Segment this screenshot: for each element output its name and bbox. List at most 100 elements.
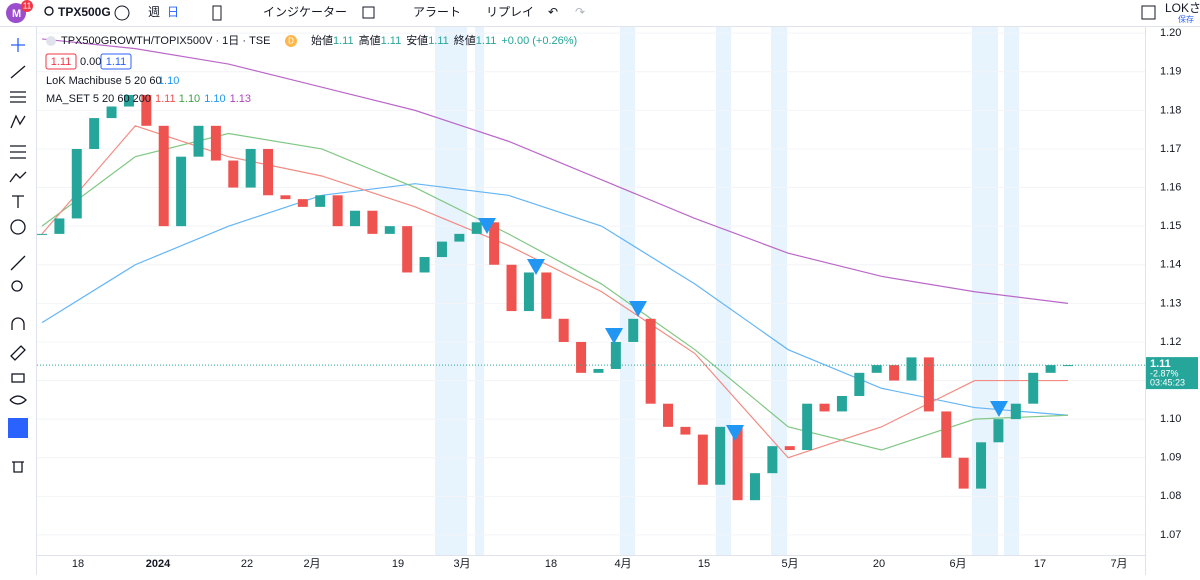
add-symbol[interactable] bbox=[114, 5, 130, 21]
candle bbox=[610, 341, 621, 369]
candle bbox=[871, 365, 882, 373]
avatar-letter: M bbox=[12, 8, 21, 20]
indicator-value: 1.13 bbox=[230, 93, 251, 105]
indicator-value: 1.11 bbox=[155, 93, 175, 105]
candle bbox=[993, 419, 1004, 443]
candle bbox=[402, 226, 413, 273]
candle bbox=[1045, 365, 1056, 373]
candle bbox=[645, 318, 656, 404]
candle bbox=[576, 341, 587, 373]
bid-box[interactable] bbox=[45, 53, 77, 70]
candle bbox=[836, 395, 847, 412]
time-tick-label: 5月 bbox=[781, 558, 798, 570]
candle bbox=[37, 233, 47, 235]
alerts-button[interactable]: アラート bbox=[413, 5, 461, 19]
candle bbox=[297, 199, 308, 207]
indicators-button[interactable]: インジケーター bbox=[263, 5, 347, 19]
candle bbox=[106, 106, 117, 119]
indicator-value: 1.10 bbox=[204, 93, 225, 105]
symbol[interactable]: TPX500G bbox=[58, 5, 111, 19]
candle bbox=[454, 233, 465, 242]
last-change: -2.87% bbox=[1150, 368, 1179, 378]
price-tick-label: 1.10 bbox=[1160, 413, 1181, 425]
avatar[interactable] bbox=[6, 3, 26, 23]
save-label[interactable]: 保存 bbox=[1178, 14, 1194, 24]
ohlc: 始値1.11 高値1.11 安値1.11 終値1.11 +0.00 (+0.26%) bbox=[311, 33, 577, 47]
candle bbox=[889, 365, 900, 381]
time-tick-label: 2024 bbox=[146, 558, 171, 570]
value: 1.11 bbox=[476, 35, 497, 47]
price-tick-label: 1.18 bbox=[1160, 104, 1181, 116]
last-price: 1.11 bbox=[1150, 358, 1171, 370]
candle bbox=[54, 218, 65, 234]
plot bbox=[37, 32, 1145, 536]
layout-icon[interactable] bbox=[362, 6, 375, 19]
candle bbox=[906, 357, 917, 381]
candle bbox=[419, 257, 430, 273]
top-bar bbox=[0, 0, 1200, 26]
interval-week[interactable]: 週 bbox=[148, 5, 160, 19]
label: 高値 bbox=[359, 33, 381, 47]
price-tick-label: 1.20 bbox=[1160, 27, 1181, 39]
label: 終値 bbox=[454, 33, 476, 47]
chart-type-icon[interactable] bbox=[212, 5, 222, 21]
candle bbox=[210, 125, 221, 161]
candle bbox=[123, 94, 134, 107]
candle bbox=[941, 411, 952, 458]
time-tick-label: 18 bbox=[545, 558, 557, 570]
candle bbox=[471, 222, 482, 234]
candle bbox=[802, 403, 813, 451]
candle bbox=[1063, 365, 1073, 367]
interval-day[interactable]: 日 bbox=[167, 5, 179, 19]
spread: 0.00 bbox=[80, 56, 101, 68]
price-tick-label: 1.15 bbox=[1160, 220, 1181, 232]
search-icon[interactable] bbox=[44, 6, 54, 16]
countdown: 03:45:23 bbox=[1150, 377, 1185, 387]
price-tick-label: 1.17 bbox=[1160, 143, 1181, 155]
candle bbox=[384, 226, 395, 234]
candle bbox=[732, 426, 743, 501]
candle bbox=[89, 118, 100, 149]
moving-average bbox=[41, 183, 1069, 416]
user-name[interactable]: LOKさん bbox=[1165, 1, 1200, 15]
candle bbox=[680, 426, 691, 435]
candle bbox=[976, 442, 987, 489]
ask[interactable]: 1.11 bbox=[106, 56, 127, 68]
time-tick-label: 3月 bbox=[453, 558, 470, 570]
ask-box[interactable] bbox=[100, 53, 132, 70]
candle bbox=[228, 160, 239, 188]
candle bbox=[923, 357, 934, 412]
candle bbox=[436, 241, 447, 258]
change: +0.00 (+0.26%) bbox=[501, 35, 577, 47]
candle bbox=[332, 195, 343, 227]
candle bbox=[506, 264, 517, 312]
checkbox[interactable] bbox=[1141, 5, 1156, 20]
moving-average bbox=[41, 38, 1069, 304]
flag: D bbox=[288, 37, 294, 46]
symbol-logo bbox=[46, 36, 56, 46]
label: 安値 bbox=[406, 33, 428, 47]
price-tick-label: 1.14 bbox=[1160, 259, 1181, 271]
replay-button[interactable]: リプレイ bbox=[486, 5, 534, 19]
candle bbox=[489, 222, 500, 265]
candle bbox=[523, 272, 534, 312]
time-tick-label: 18 bbox=[72, 558, 84, 570]
last-price-box bbox=[1146, 357, 1198, 390]
candle bbox=[1028, 372, 1039, 404]
candle bbox=[367, 210, 378, 234]
time-tick-label: 2月 bbox=[303, 558, 320, 570]
indicator-value: 1.10 bbox=[179, 93, 200, 105]
price-tick-label: 1.07 bbox=[1160, 529, 1181, 541]
price-tick-label: 1.09 bbox=[1160, 452, 1181, 464]
time-tick-label: 7月 bbox=[1110, 558, 1127, 570]
tool-icons[interactable] bbox=[8, 38, 28, 473]
candle bbox=[141, 94, 152, 126]
candle bbox=[176, 156, 187, 227]
candle bbox=[749, 473, 760, 501]
candle bbox=[784, 446, 795, 451]
bid[interactable]: 1.11 bbox=[51, 56, 72, 68]
indicator-name: MA_SET 5 20 60 200 bbox=[46, 93, 151, 105]
undo[interactable]: ↶ bbox=[548, 5, 558, 19]
